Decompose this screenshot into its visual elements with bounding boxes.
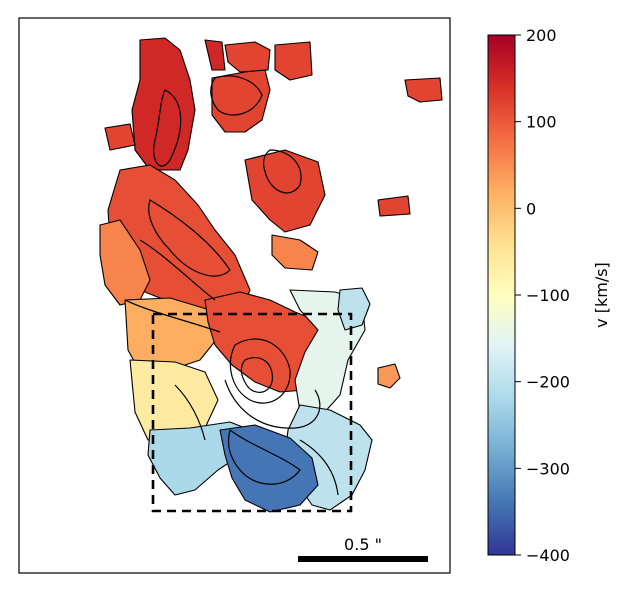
scale-bar: 0.5 "	[298, 535, 428, 562]
map-frame	[18, 17, 451, 574]
colorbar-tick-label: 100	[526, 113, 557, 132]
colorbar-tick-label: −200	[526, 373, 570, 392]
contour-line	[240, 357, 273, 393]
colorbar-label: v [km/s]	[592, 262, 611, 328]
velocity-region-lower-arm	[124, 297, 221, 373]
colorbar-tick-label: −300	[526, 459, 570, 478]
contour-line	[263, 149, 302, 194]
contour-line	[174, 384, 206, 441]
velocity-region-ne-blob	[337, 287, 371, 331]
velocity-region-north-east-clumps	[104, 41, 443, 233]
colorbar-tick-label: −400	[526, 546, 570, 565]
contour-line	[153, 89, 182, 167]
colorbar: 200 100 0 −100 −200 −300 −400 v [km/s]	[487, 26, 611, 565]
contour-line	[224, 379, 321, 429]
contour-line	[124, 299, 221, 333]
colorbar-ticks: 200 100 0 −100 −200 −300 −400	[515, 26, 570, 565]
contour-layer	[124, 75, 339, 496]
scale-bar-line	[298, 556, 428, 562]
colorbar-tick-label: 200	[526, 26, 557, 45]
contour-line	[229, 338, 291, 404]
scale-bar-label: 0.5 "	[344, 535, 382, 554]
colorbar-tick-label: −100	[526, 286, 570, 305]
region-box	[151, 312, 353, 513]
contour-line	[139, 239, 216, 301]
map-panel: 0.5 "	[18, 17, 451, 574]
contour-line	[299, 439, 339, 496]
contour-line	[148, 199, 231, 277]
colorbar-tick-label: 0	[526, 199, 536, 218]
velocity-region-south-core	[219, 424, 319, 513]
velocity-region-east-blob	[377, 363, 401, 389]
colorbar-gradient	[487, 34, 516, 556]
contour-line	[227, 428, 301, 485]
contour-line	[210, 75, 263, 116]
